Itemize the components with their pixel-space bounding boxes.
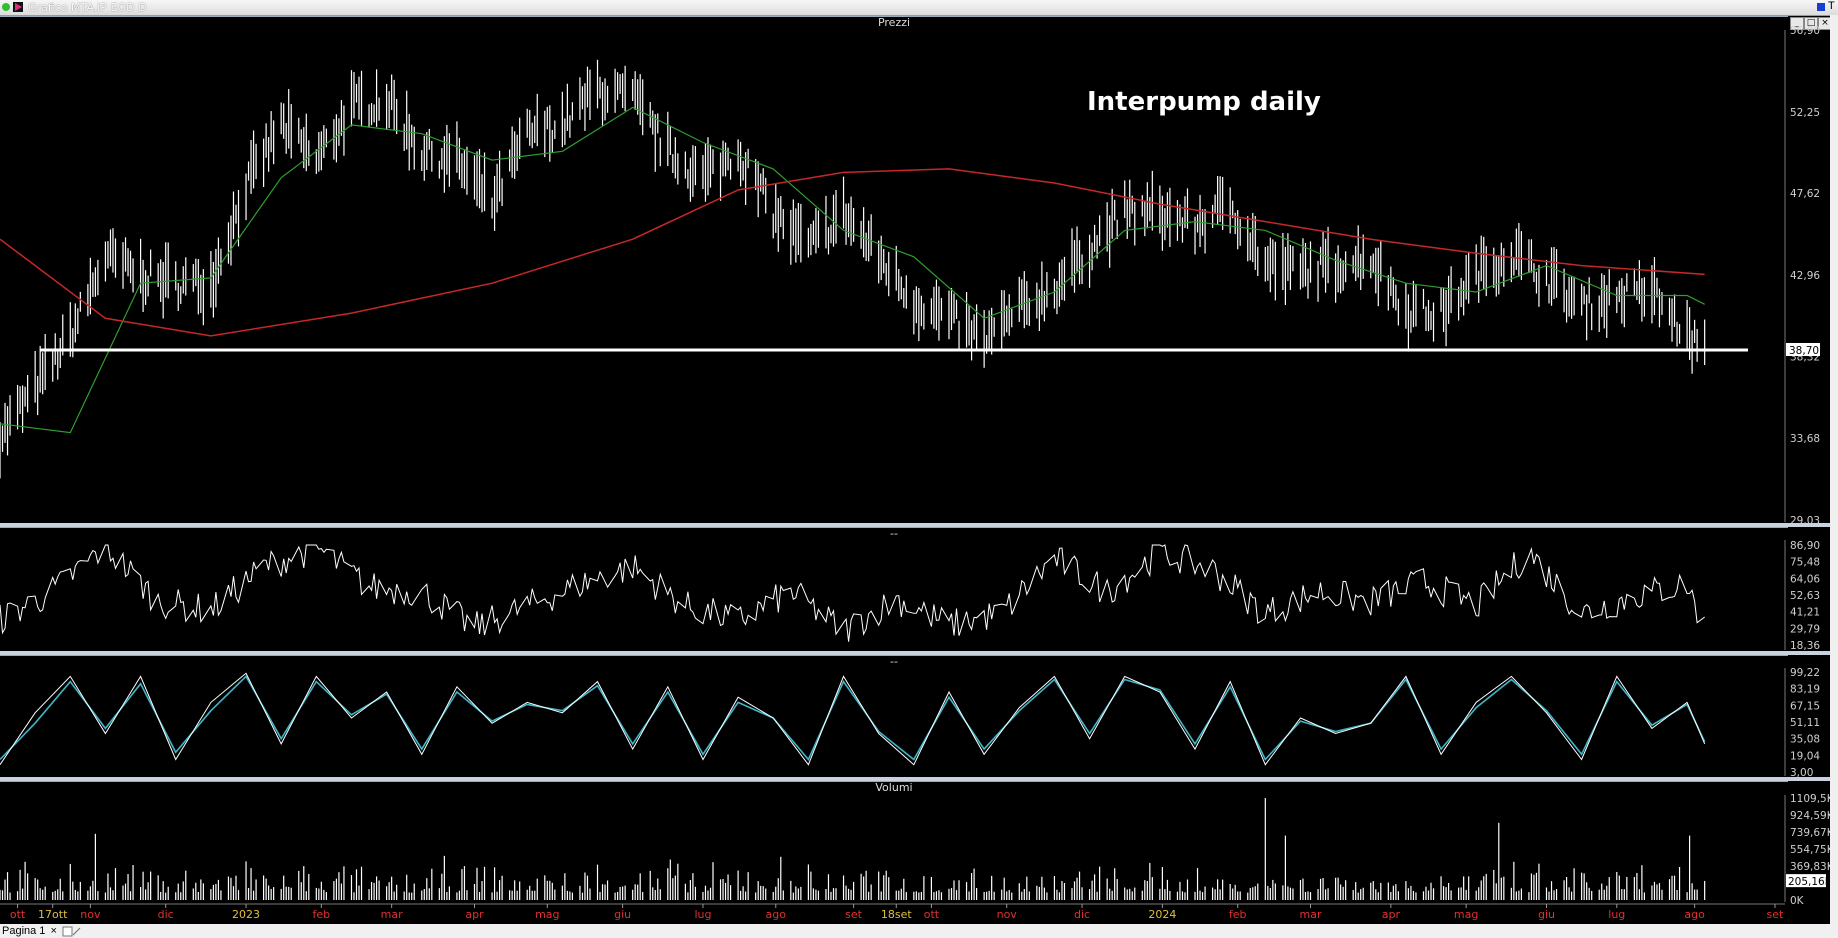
stochastic-tick-label: 35,08	[1790, 734, 1820, 746]
price-tick-label: 42,96	[1790, 270, 1820, 282]
price-tick-label: 56,90	[1790, 25, 1820, 37]
date-tick-label: ago	[1684, 908, 1705, 921]
date-tick-label: lug	[1608, 908, 1625, 921]
stochastic-tick-label: 99,22	[1790, 667, 1820, 679]
date-tick-label: 18set	[881, 908, 912, 921]
date-tick-label: mag	[535, 908, 559, 921]
pane-separator[interactable]	[0, 777, 1838, 781]
oscillator-tick-label: 64,06	[1790, 573, 1820, 585]
date-tick-label: apr	[465, 908, 484, 921]
date-tick-label: 2024	[1148, 908, 1176, 921]
date-axis: ott 17ott nov dic 2023 feb mar apr mag giu lug ago s…	[0, 903, 1785, 921]
date-tick-label: mag	[1454, 908, 1478, 921]
window-indicator-icon	[1817, 3, 1825, 11]
price-tick-label: 29,03	[1790, 515, 1820, 527]
oscillator-tick-label: 18,36	[1790, 640, 1820, 652]
stochastic-tick-label: 19,04	[1790, 750, 1820, 762]
date-tick-label: mar	[1300, 908, 1322, 921]
long-moving-average-line	[0, 168, 1705, 337]
page-tab[interactable]: Pagina 1	[2, 925, 46, 937]
price-tick-label: 52,25	[1790, 107, 1820, 119]
oscillator-tick-label: 75,48	[1790, 557, 1820, 569]
volume-tick-label: 0K	[1790, 895, 1805, 907]
pane-separator[interactable]	[0, 651, 1838, 655]
short-moving-average-line	[0, 106, 1705, 434]
oscillator-line	[0, 544, 1705, 642]
volume-tick-label: 739,67K	[1790, 827, 1835, 839]
oscillator-tick-label: 29,79	[1790, 623, 1820, 635]
date-tick-label: giu	[1538, 908, 1555, 921]
volume-tick-label: 369,83K	[1790, 861, 1835, 873]
oscillator-tick-label: 52,63	[1790, 590, 1820, 602]
pane-separator[interactable]	[0, 523, 1838, 527]
page-tab-close-icon[interactable]: ×	[50, 925, 57, 937]
chart-title: Interpump daily	[1087, 87, 1321, 117]
price-tick-label: 33,68	[1790, 433, 1820, 445]
oscillator-tick-label: 86,90	[1790, 540, 1820, 552]
new-page-icon[interactable]	[60, 926, 82, 937]
volume-marker-box	[1786, 874, 1826, 888]
oscillator-tick-label: 41,21	[1790, 607, 1820, 619]
date-tick-label: giu	[614, 908, 631, 921]
date-tick-label: feb	[313, 908, 331, 921]
price-marker-label: 38,70	[1789, 345, 1819, 357]
window-menu-mark[interactable]: T	[1828, 0, 1835, 12]
stochastic-pane: 99,22 83,19 67,15 51,11 35,08 19,04 3,00	[0, 667, 1820, 779]
app-status-icon	[2, 3, 10, 11]
date-tick-label: nov	[997, 908, 1018, 921]
date-tick-label: ago	[766, 908, 787, 921]
price-marker-box	[1786, 342, 1820, 356]
volume-marker-label: 205,16K	[1788, 876, 1833, 888]
date-tick-label: nov	[80, 908, 101, 921]
oscillator-pane-label: --	[0, 527, 1788, 540]
date-tick-label: feb	[1229, 908, 1247, 921]
date-tick-label: 2023	[232, 908, 260, 921]
stochastic-d-line	[0, 675, 1706, 761]
price-pane-maximize-button[interactable]: □	[1804, 17, 1818, 30]
price-pane-label: Prezzi	[0, 16, 1788, 29]
window-titlebar: Grafico MTA.IP EOD D T	[0, 0, 1838, 16]
stochastic-tick-label: 51,11	[1790, 717, 1820, 729]
oscillator-pane: 86,90 75,48 64,06 52,63 41,21 29,79 18,36	[0, 540, 1820, 652]
price-pane-minimize-button[interactable]: _	[1790, 17, 1804, 30]
volume-pane: 1109,5K 924,59K 739,67K 554,75K 369,83K 0K 205…	[0, 793, 1835, 907]
date-tick-label: dic	[1074, 908, 1090, 921]
date-tick-label: dic	[158, 908, 174, 921]
date-tick-label: ott	[924, 908, 940, 921]
right-scroll-strip[interactable]	[1830, 15, 1838, 924]
stochastic-tick-label: 83,19	[1790, 684, 1820, 696]
stochastic-tick-label: 67,15	[1790, 700, 1820, 712]
volume-tick-label: 554,75K	[1790, 844, 1835, 856]
price-tick-label: 47,62	[1790, 188, 1820, 200]
date-tick-label: set	[845, 908, 862, 921]
window-title: Grafico MTA.IP EOD D	[28, 1, 147, 14]
stochastic-tick-label: 3,00	[1790, 767, 1813, 779]
price-pane: 56,9052,2547,6242,9638,3233,6829,0338,70…	[0, 25, 1820, 527]
stochastic-pane-label: --	[0, 655, 1788, 668]
date-tick-label: mar	[381, 908, 403, 921]
volume-pane-label: Volumi	[0, 781, 1788, 794]
date-tick-label: 17ott	[38, 908, 68, 921]
volume-tick-label: 1109,5K	[1790, 793, 1835, 805]
status-bar: Pagina 1 ×	[0, 924, 1838, 938]
date-tick-label: ott	[10, 908, 26, 921]
play-icon[interactable]	[13, 2, 23, 12]
date-tick-label: apr	[1382, 908, 1401, 921]
stochastic-k-line	[0, 672, 1706, 766]
volume-tick-label: 924,59K	[1790, 810, 1835, 822]
date-tick-label: lug	[694, 908, 711, 921]
date-tick-label: set	[1767, 908, 1784, 921]
